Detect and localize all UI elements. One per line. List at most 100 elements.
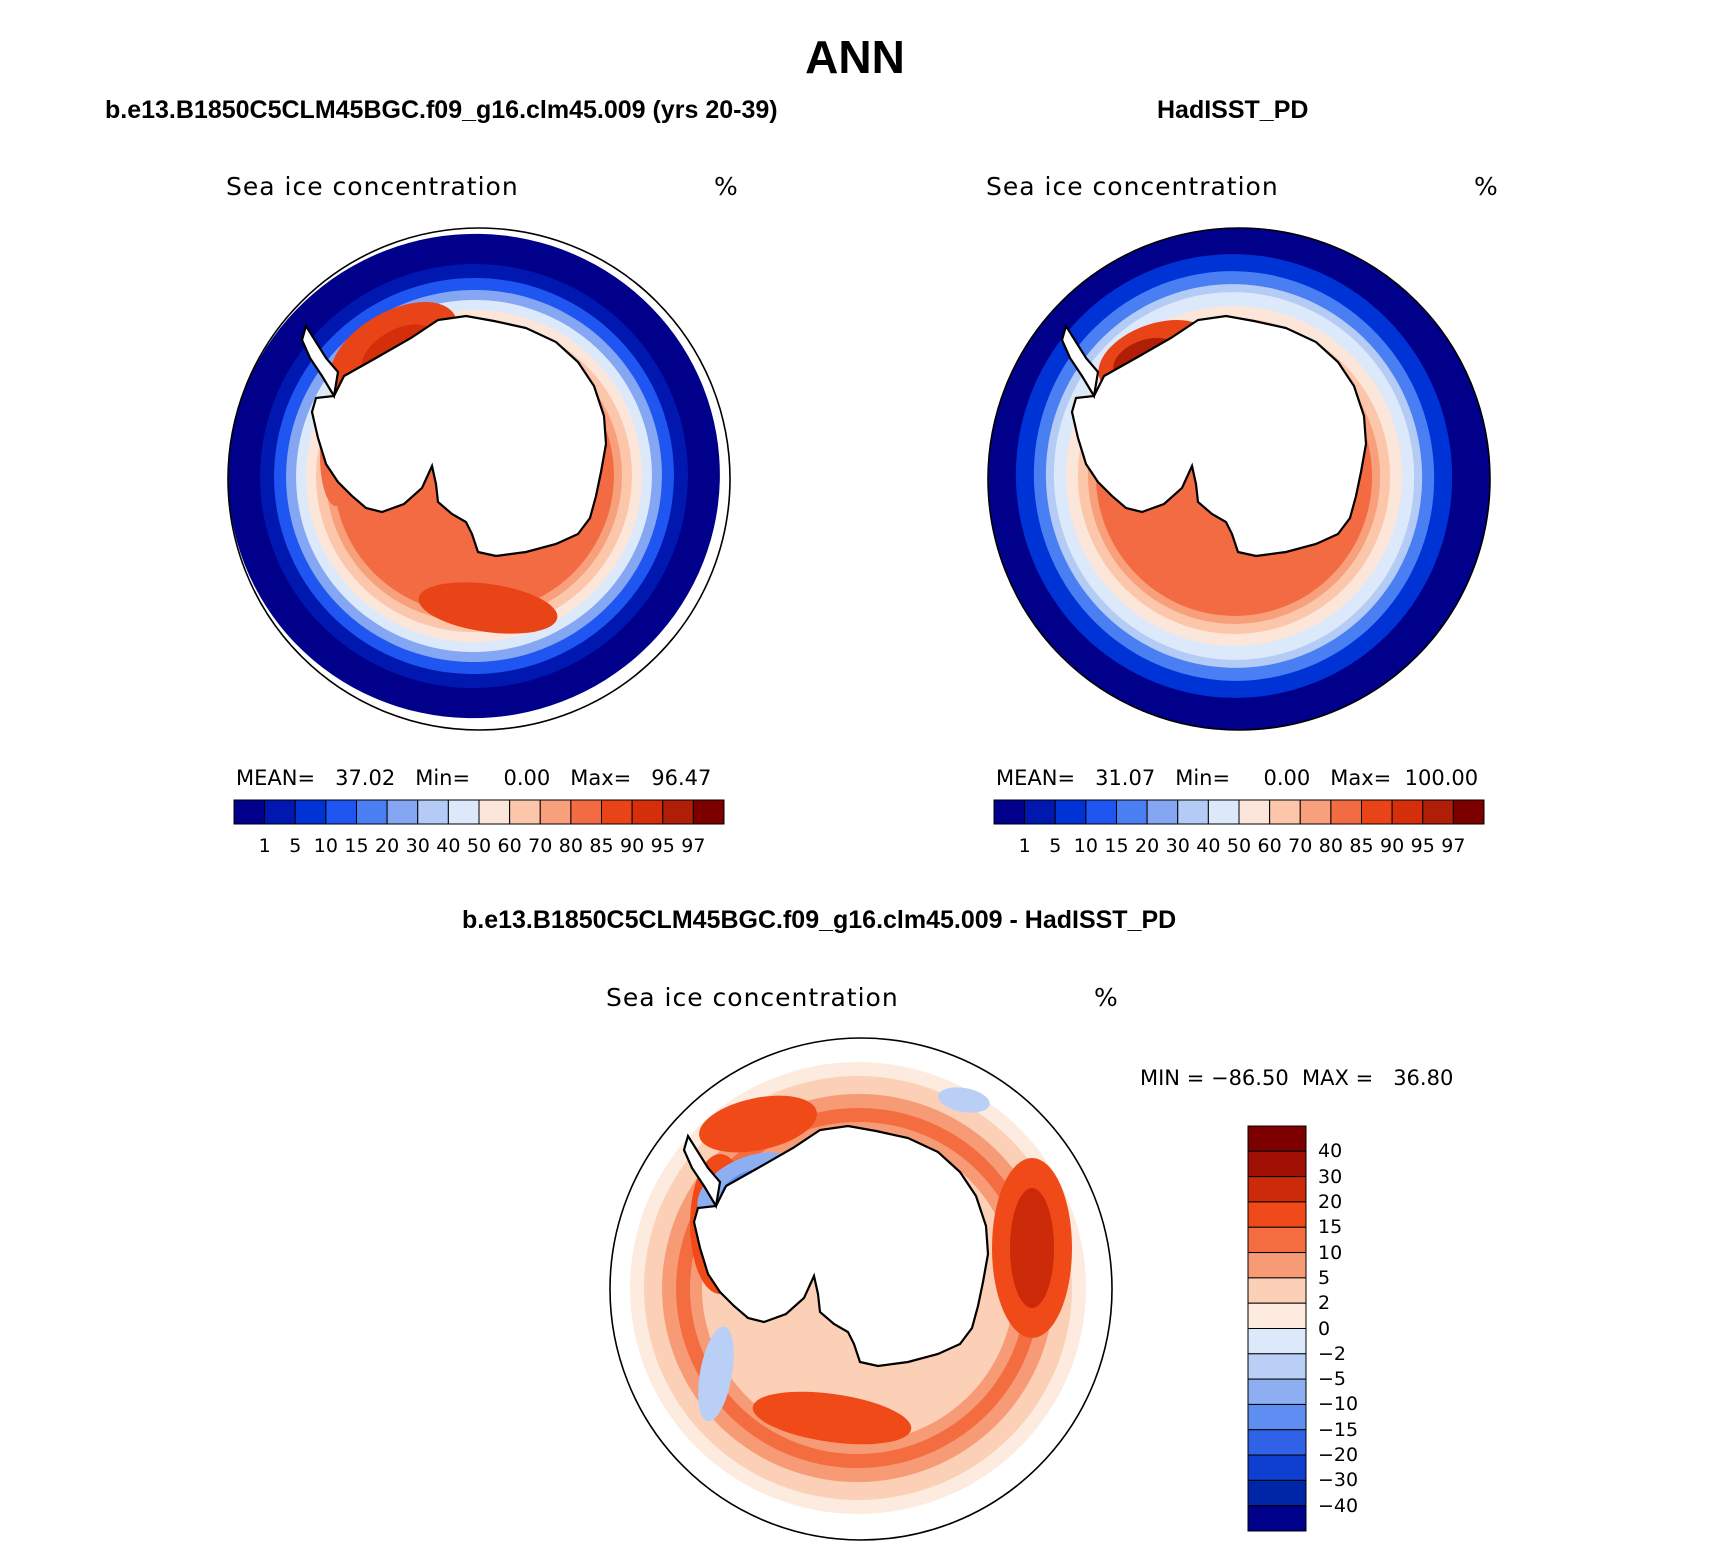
colorbar-tick-label: 20: [375, 835, 400, 857]
right-colorbar: [993, 799, 1485, 825]
colorbar-box-8: [478, 799, 511, 825]
colorbar-box-0: [1247, 1125, 1307, 1152]
colorbar-box-11: [1330, 799, 1362, 825]
colorbar-tick-label: 10: [1073, 835, 1098, 857]
colorbar-box-2: [1247, 1176, 1307, 1203]
colorbar-box-6: [417, 799, 449, 825]
map-border: [227, 227, 731, 731]
colorbar-box-10: [539, 799, 572, 825]
map-field: [988, 228, 1490, 730]
colorbar-tick-label: −40: [1318, 1494, 1359, 1517]
colorbar-box-15: [692, 799, 725, 825]
left-panel-subtitle: b.e13.B1850C5CLM45BGC.f09_g16.clm45.009 …: [105, 96, 778, 124]
colorbar-tick-label: 5: [1318, 1266, 1331, 1289]
colorbar-box-14: [1422, 799, 1454, 825]
right-polar-map: [987, 227, 1491, 731]
left-colorbar: [233, 799, 725, 825]
diff-colorbar-ticks: 40 30 20 15 10 5 2 0 −2 −5 −10 −15 −20 −30 −40: [1318, 1126, 1398, 1531]
ross-patch: [1116, 526, 1236, 598]
colorbar-box-1: [1247, 1150, 1307, 1178]
colorbar-tick-label: 0: [1318, 1317, 1331, 1340]
colorbar-tick-label: 10: [313, 835, 338, 857]
colorbar-box-10: [1299, 799, 1332, 825]
colorbar-box-15: [1247, 1505, 1307, 1532]
left-panel-stats: MEAN= 37.02 Min= 0.00 Max= 96.47: [236, 766, 712, 790]
right-colorbar-ticks: 1 5 10 15 20 30 40 50 60 70 80 85 90 95 97: [994, 835, 1484, 861]
colorbar-tick-label: −2: [1318, 1342, 1347, 1365]
colorbar-tick-label: 15: [1104, 835, 1129, 857]
right-panel-units: %: [1474, 172, 1499, 201]
map-field: [610, 1038, 1112, 1540]
map-border: [987, 227, 1491, 731]
colorbar-box-4: [356, 799, 388, 825]
north-negative-patch: [938, 1087, 990, 1113]
colorbar-tick-label: −5: [1318, 1368, 1347, 1391]
colorbar-box-9: [509, 799, 541, 825]
map-field: [228, 228, 730, 730]
right-panel-variable: Sea ice concentration: [986, 172, 1279, 201]
colorbar-box-8: [1238, 799, 1271, 825]
antarctic-peninsula: [300, 323, 340, 400]
east-positive-core: [1010, 1188, 1054, 1308]
colorbar-box-5: [1247, 1252, 1307, 1279]
diff-panel-units: %: [1094, 983, 1119, 1012]
colorbar-tick-label: 90: [1380, 835, 1405, 857]
colorbar-box-7: [1247, 1302, 1307, 1329]
north-positive-patch: [699, 1095, 817, 1153]
colorbar-tick-label: 30: [1318, 1165, 1343, 1188]
colorbar-tick-label: 50: [1226, 835, 1252, 857]
left-panel-units: %: [714, 172, 739, 201]
colorbar-tick-label: 85: [589, 835, 614, 857]
colorbar-tick-label: 15: [344, 835, 369, 857]
left-panel-variable: Sea ice concentration: [226, 172, 519, 201]
colorbar-tick-label: 40: [436, 835, 461, 857]
right-panel-stats: MEAN= 31.07 Min= 0.00 Max= 100.00: [996, 766, 1479, 790]
colorbar-box-4: [1247, 1226, 1307, 1254]
diff-panel-variable: Sea ice concentration: [606, 983, 899, 1012]
colorbar-box-2: [294, 799, 327, 825]
left-colorbar-ticks: 1 5 10 15 20 30 40 50 60 70 80 85 90 95 97: [234, 835, 724, 861]
diff-panel-stats: MIN = −86.50 MAX = 36.80: [1140, 1066, 1454, 1090]
colorbar-box-7: [1207, 799, 1240, 825]
colorbar-box-1: [264, 799, 296, 825]
colorbar-box-0: [233, 799, 266, 825]
colorbar-tick-label: 60: [497, 835, 522, 857]
colorbar-tick-label: 60: [1257, 835, 1282, 857]
colorbar-box-10: [1247, 1378, 1307, 1405]
colorbar-tick-label: 80: [1318, 835, 1343, 857]
colorbar-tick-label: 40: [1196, 835, 1221, 857]
colorbar-box-9: [1269, 799, 1301, 825]
colorbar-tick-label: 15: [1318, 1216, 1343, 1239]
colorbar-tick-label: 30: [1165, 835, 1190, 857]
antarctic-peninsula: [682, 1133, 722, 1210]
colorbar-box-11: [1247, 1403, 1307, 1431]
pacific-negative-patch: [698, 1326, 734, 1422]
colorbar-tick-label: 97: [681, 835, 706, 857]
colorbar-tick-label: 90: [620, 835, 645, 857]
figure-title: ANN: [805, 31, 905, 83]
ross-patch: [418, 582, 558, 634]
colorbar-tick-label: 30: [405, 835, 430, 857]
colorbar-tick-label: −15: [1318, 1418, 1359, 1441]
colorbar-tick-label: 1: [258, 835, 271, 857]
colorbar-box-1: [1024, 799, 1056, 825]
colorbar-tick-label: 95: [650, 835, 675, 857]
right-panel-subtitle: HadISST_PD: [1157, 96, 1309, 124]
colorbar-tick-label: 1: [1018, 835, 1031, 857]
colorbar-tick-label: −10: [1318, 1393, 1359, 1416]
antarctica-coastline: [1070, 314, 1368, 558]
colorbar-box-13: [631, 799, 664, 825]
antarctica-coastline: [310, 314, 608, 558]
colorbar-box-6: [1247, 1277, 1307, 1304]
colorbar-tick-label: 97: [1441, 835, 1466, 857]
colorbar-box-6: [1177, 799, 1209, 825]
diff-colorbar: [1247, 1125, 1307, 1532]
colorbar-tick-label: 95: [1410, 835, 1435, 857]
diff-polar-map: [609, 1037, 1113, 1541]
colorbar-tick-label: −20: [1318, 1444, 1359, 1467]
colorbar-box-5: [386, 799, 419, 825]
colorbar-box-7: [447, 799, 480, 825]
colorbar-box-11: [570, 799, 602, 825]
colorbar-box-3: [1247, 1201, 1307, 1228]
colorbar-tick-label: 80: [558, 835, 583, 857]
